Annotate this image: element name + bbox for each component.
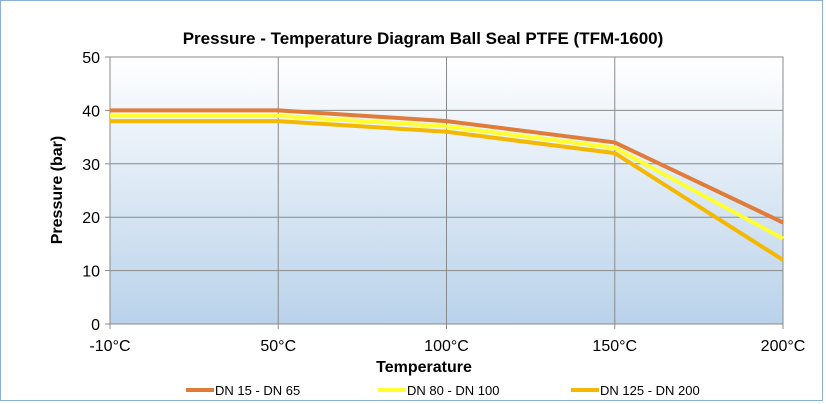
x-axis-ticks: -10°C 50°C 100°C 150°C 200°C xyxy=(89,324,805,355)
legend-item: DN 15 - DN 65 xyxy=(186,383,300,398)
y-axis-ticks: 0 10 20 30 40 50 xyxy=(82,50,110,334)
chart-title: Pressure - Temperature Diagram Ball Seal… xyxy=(183,29,664,48)
y-tick-label: 50 xyxy=(82,50,100,67)
legend-label: DN 125 - DN 200 xyxy=(600,383,700,398)
x-tick-label: 50°C xyxy=(260,338,296,355)
legend: DN 15 - DN 65 DN 80 - DN 100 DN 125 - DN 2… xyxy=(186,383,700,398)
series-line-2 xyxy=(110,113,784,241)
legend-item: DN 80 - DN 100 xyxy=(378,383,499,398)
y-tick-label: 10 xyxy=(82,264,100,281)
x-axis-label: Temperature xyxy=(376,359,472,376)
legend-label: DN 15 - DN 65 xyxy=(215,383,300,398)
y-tick-label: 20 xyxy=(82,210,100,227)
x-tick-label: 100°C xyxy=(424,338,469,355)
y-tick-label: 0 xyxy=(91,317,100,334)
legend-item: DN 125 - DN 200 xyxy=(571,383,700,398)
series-line-3 xyxy=(110,119,785,262)
legend-label: DN 80 - DN 100 xyxy=(407,383,499,398)
x-tick-label: 200°C xyxy=(761,338,806,355)
y-tick-label: 30 xyxy=(82,157,100,174)
x-tick-label: 150°C xyxy=(592,338,637,355)
series-line-1 xyxy=(110,108,784,225)
series-lines xyxy=(110,108,785,262)
x-tick-label: -10°C xyxy=(89,338,130,355)
y-tick-label: 40 xyxy=(82,103,100,120)
y-axis-label: Pressure (bar) xyxy=(49,136,66,245)
